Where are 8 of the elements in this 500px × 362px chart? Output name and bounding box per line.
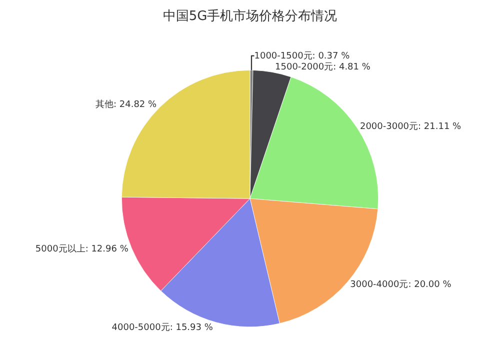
slice-label: 1000-1500元: 0.37 % (254, 50, 350, 62)
slice-label: 3000-4000元: 20.00 % (350, 278, 452, 290)
slice-label: 2000-3000元: 21.11 % (360, 120, 462, 132)
chart-title: 中国5G手机市场价格分布情况 (162, 8, 338, 24)
slice-label: 5000元以上: 12.96 % (35, 243, 129, 254)
slice-label: 4000-5000元: 15.93 % (112, 322, 214, 333)
slice-label: 1500-2000元: 4.81 % (275, 61, 371, 72)
slice-label: 其他: 24.82 % (95, 99, 158, 110)
